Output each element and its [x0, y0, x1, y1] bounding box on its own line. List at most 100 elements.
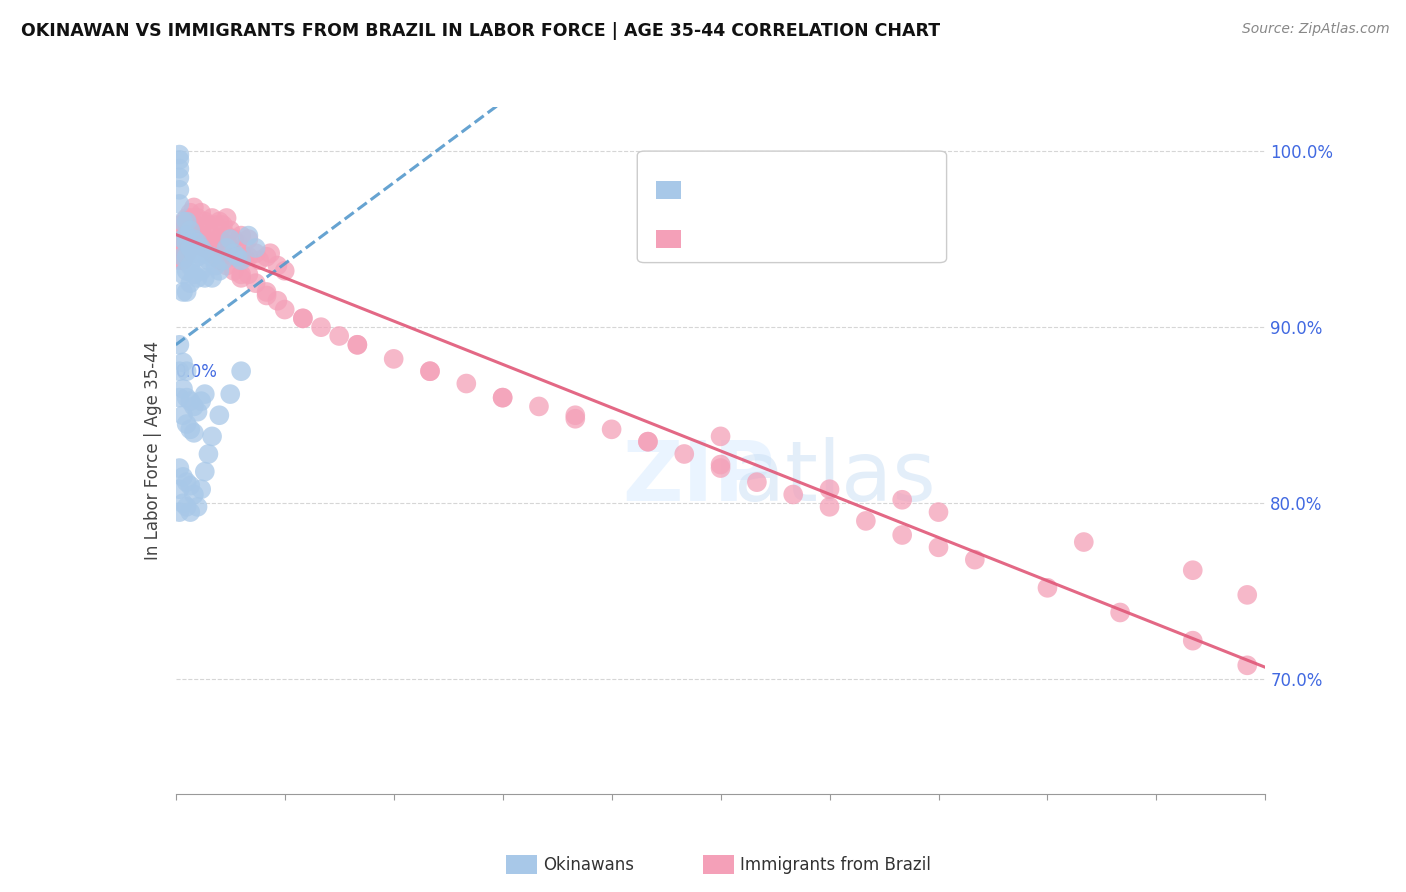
- Point: [219, 223, 242, 237]
- Point: [527, 400, 550, 414]
- Point: [169, 161, 191, 176]
- Point: [172, 285, 194, 299]
- Point: [169, 364, 191, 378]
- Point: [172, 382, 194, 396]
- Point: [172, 470, 194, 484]
- Point: [169, 197, 191, 211]
- Point: [172, 253, 194, 268]
- Point: [190, 482, 212, 496]
- Point: [710, 458, 733, 472]
- Point: [169, 241, 191, 255]
- Point: [382, 351, 405, 366]
- Point: [190, 394, 212, 409]
- Point: [1236, 588, 1258, 602]
- Point: [212, 235, 235, 250]
- Point: [291, 311, 314, 326]
- Point: [169, 391, 191, 405]
- Point: [346, 338, 368, 352]
- Text: OKINAWAN VS IMMIGRANTS FROM BRAZIL IN LABOR FORCE | AGE 35-44 CORRELATION CHART: OKINAWAN VS IMMIGRANTS FROM BRAZIL IN LA…: [21, 22, 941, 40]
- Point: [176, 228, 198, 243]
- Point: [204, 250, 226, 264]
- Point: [186, 500, 209, 514]
- Point: [226, 235, 249, 250]
- Point: [183, 425, 205, 440]
- Point: [183, 232, 205, 246]
- Point: [172, 235, 194, 250]
- Point: [201, 211, 224, 225]
- Point: [231, 253, 253, 268]
- Point: [194, 235, 217, 250]
- Point: [201, 429, 224, 443]
- Point: [256, 285, 278, 299]
- Point: [818, 482, 841, 496]
- Point: [710, 461, 733, 475]
- Point: [169, 338, 191, 352]
- Point: [169, 153, 191, 167]
- Point: [309, 320, 332, 334]
- Point: [492, 391, 515, 405]
- Point: [190, 223, 212, 237]
- Point: [233, 250, 256, 264]
- Point: [179, 505, 201, 519]
- Text: ZIP: ZIP: [623, 437, 775, 518]
- Point: [219, 232, 242, 246]
- Point: [204, 259, 226, 273]
- Point: [186, 211, 209, 225]
- Text: R = 0.056   N = 78: R = 0.056 N = 78: [689, 176, 859, 194]
- Point: [176, 391, 198, 405]
- Point: [172, 232, 194, 246]
- Point: [201, 228, 224, 243]
- Point: [176, 417, 198, 431]
- Point: [186, 235, 209, 250]
- Point: [346, 338, 368, 352]
- Point: [179, 276, 201, 290]
- Point: [222, 264, 245, 278]
- Point: [247, 253, 270, 268]
- Point: [238, 250, 260, 264]
- Point: [256, 288, 278, 302]
- Point: [176, 223, 198, 237]
- Point: [179, 478, 201, 492]
- Point: [179, 241, 201, 255]
- Point: [197, 447, 219, 461]
- Point: [176, 250, 198, 264]
- Point: [891, 528, 914, 542]
- Point: [183, 218, 205, 232]
- Point: [172, 214, 194, 228]
- Point: [186, 250, 209, 264]
- Point: [710, 429, 733, 443]
- Point: [186, 235, 209, 250]
- Point: [238, 228, 260, 243]
- Point: [266, 293, 288, 308]
- Point: [256, 250, 278, 264]
- Point: [245, 246, 267, 260]
- Point: [169, 505, 191, 519]
- Point: [183, 268, 205, 282]
- Point: [186, 405, 209, 419]
- Point: [194, 246, 217, 260]
- Point: [179, 394, 201, 409]
- Point: [201, 246, 224, 260]
- Point: [215, 259, 238, 273]
- Point: [208, 264, 231, 278]
- Point: [226, 250, 249, 264]
- Point: [673, 447, 696, 461]
- Point: [745, 475, 768, 490]
- Point: [194, 465, 217, 479]
- Point: [1181, 633, 1204, 648]
- Point: [176, 246, 198, 260]
- Y-axis label: In Labor Force | Age 35-44: In Labor Force | Age 35-44: [143, 341, 162, 560]
- Point: [172, 223, 194, 237]
- Point: [190, 241, 212, 255]
- Point: [172, 268, 194, 282]
- Point: [231, 268, 253, 282]
- Point: [176, 235, 198, 250]
- Point: [172, 250, 194, 264]
- Point: [183, 223, 205, 237]
- Point: [231, 228, 253, 243]
- Point: [179, 211, 201, 225]
- Point: [204, 218, 226, 232]
- Point: [231, 364, 253, 378]
- Point: [183, 246, 205, 260]
- Point: [172, 241, 194, 255]
